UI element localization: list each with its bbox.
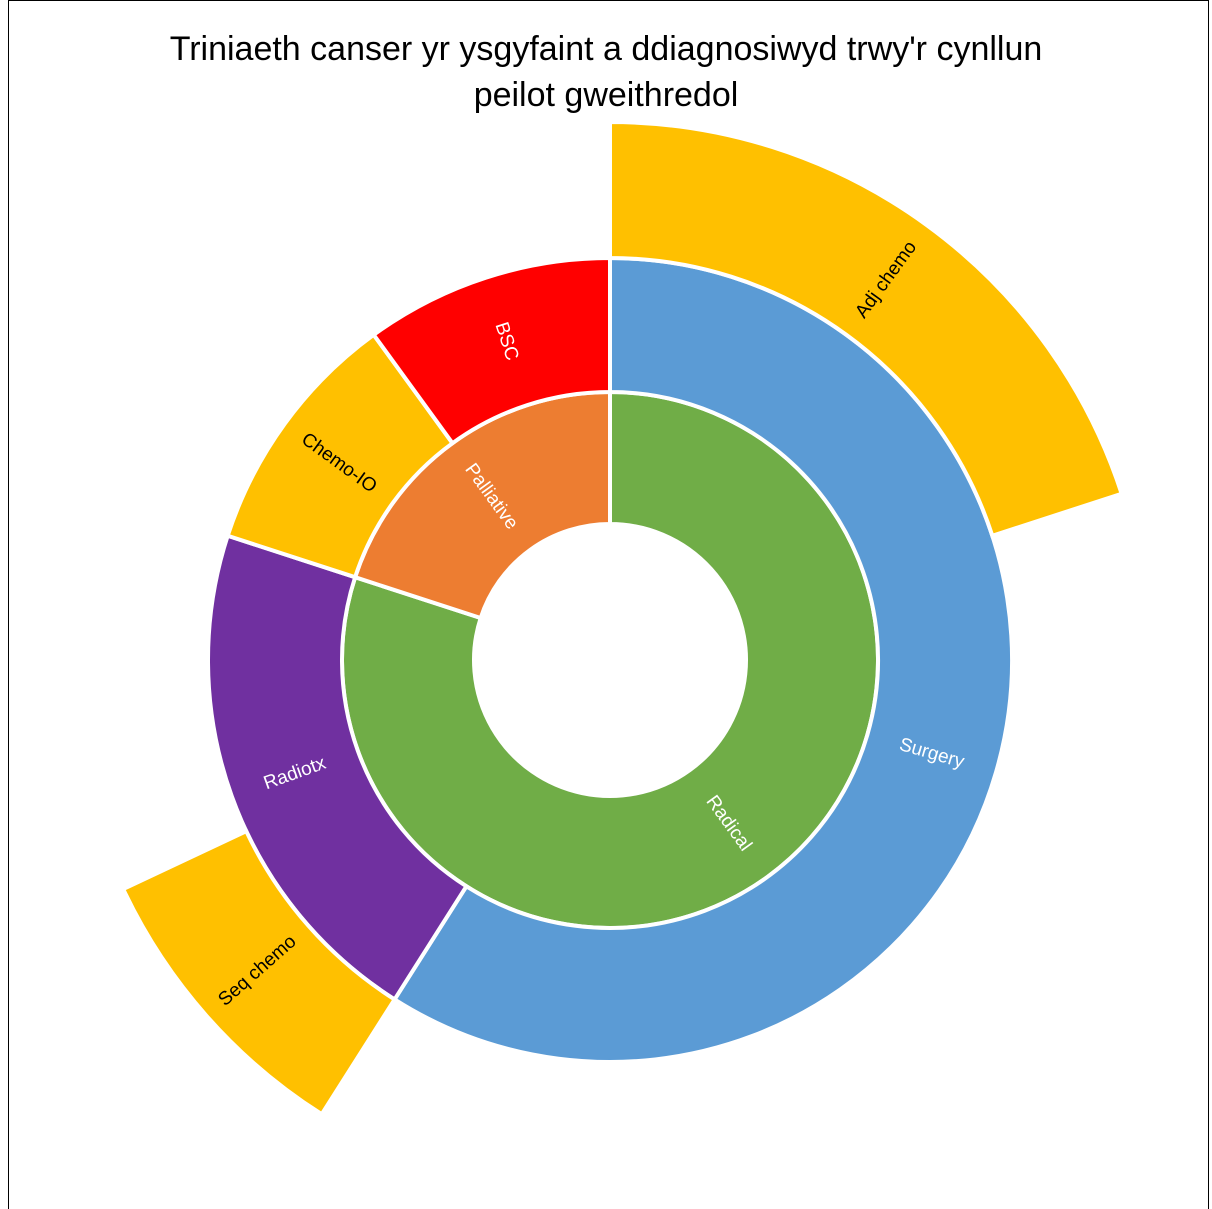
chart-title-line-2: peilot gweithredol <box>473 76 739 114</box>
segment-seq-chemo <box>120 828 398 1118</box>
sunburst-segments <box>120 119 1125 1118</box>
chart-title-line-1: Triniaeth canser yr ysgyfaint a ddiagnos… <box>169 30 1043 68</box>
chart-title: Triniaeth canser yr ysgyfaint a ddiagnos… <box>0 26 1212 118</box>
segment-adj-chemo <box>608 119 1125 539</box>
